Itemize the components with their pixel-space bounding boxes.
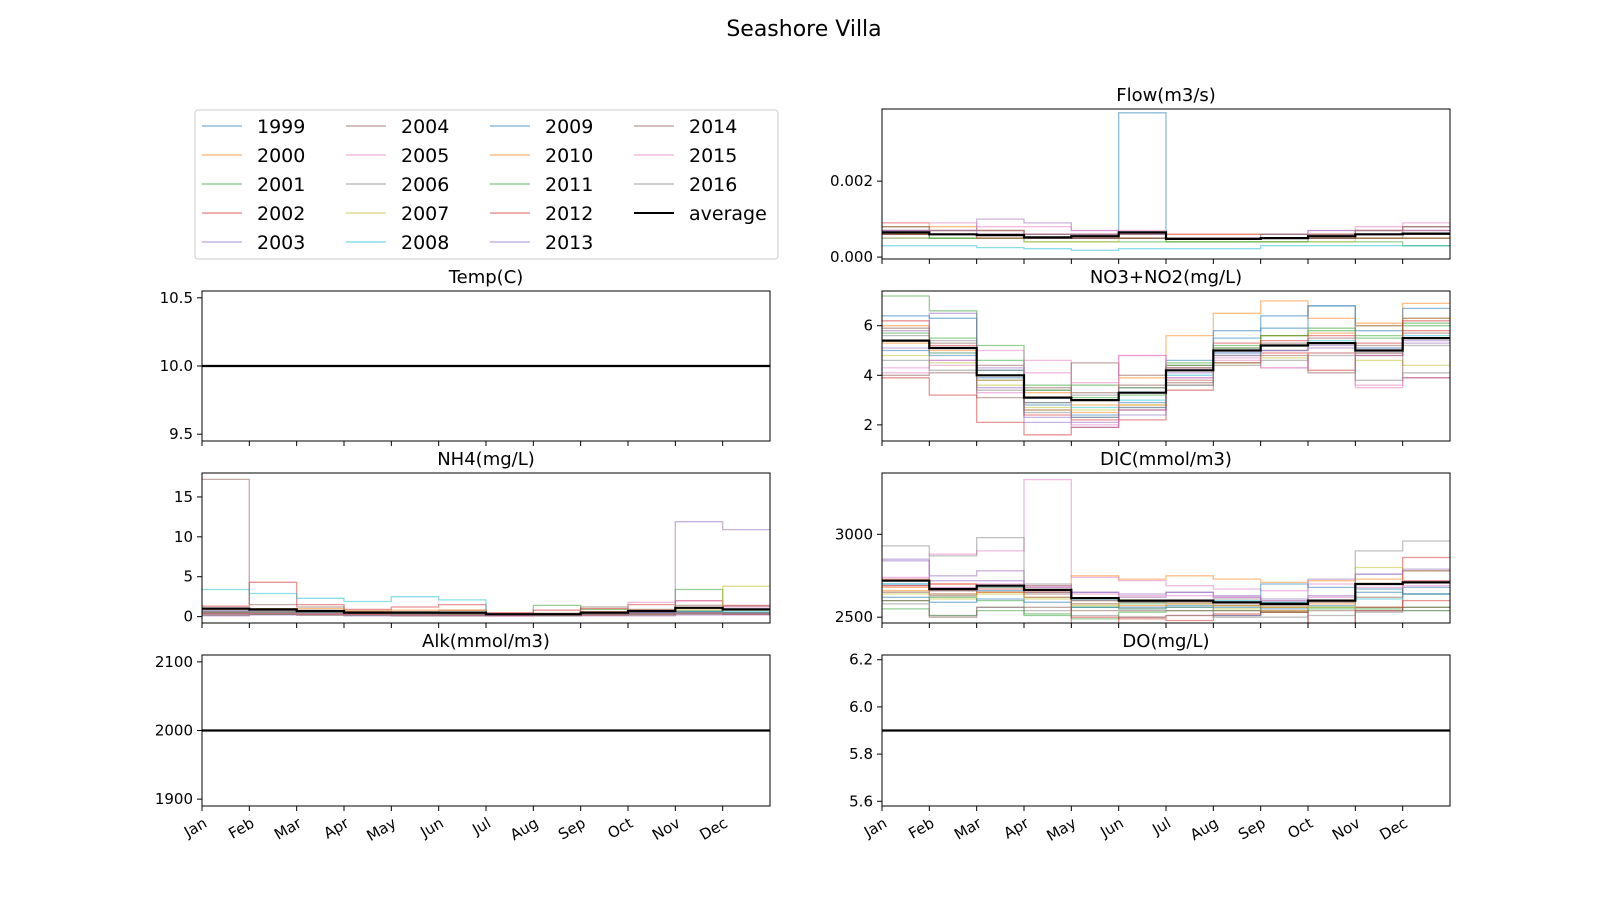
x-tick-label: Aug xyxy=(1187,814,1221,844)
legend-label: 2015 xyxy=(689,145,737,167)
panel-title: NO3+NO2(mg/L) xyxy=(1090,267,1242,288)
y-tick-label: 10 xyxy=(174,528,193,546)
x-tick-label: Aug xyxy=(507,814,541,844)
x-tick-label: May xyxy=(363,814,399,845)
legend-label: 2004 xyxy=(401,116,449,138)
x-tick-label: Jun xyxy=(1097,814,1127,842)
legend-label: 2016 xyxy=(689,174,737,196)
y-tick-label: 10.5 xyxy=(160,289,193,307)
y-tick-label: 2500 xyxy=(835,608,873,626)
panel: Flow(m3/s) 0.000 0.002 xyxy=(830,85,1451,266)
panel-title: DIC(mmol/m3) xyxy=(1100,449,1232,470)
y-tick-label: 0.002 xyxy=(830,172,873,190)
x-tick-label: Apr xyxy=(1001,813,1033,842)
panel-title: Flow(m3/s) xyxy=(1116,85,1216,106)
panel-lines xyxy=(882,112,1450,251)
legend: 1999 2000 2001 2002 2003 2004 2005 2006 2007 2008… xyxy=(194,109,779,260)
x-tick-label: Nov xyxy=(649,814,683,844)
y-tick-label: 15 xyxy=(174,488,193,506)
panel: DO(mg/L) 5.6 5.8 6.0 6.2 Jan Feb Mar Apr May Jun Ju… xyxy=(849,631,1451,845)
legend-label: 2012 xyxy=(545,203,593,225)
panel: DIC(mmol/m3) 2500 3000 xyxy=(835,449,1451,628)
y-tick-label: 2000 xyxy=(155,722,193,740)
x-tick-label: May xyxy=(1043,814,1079,845)
panel-lines xyxy=(882,295,1450,436)
figure-title: Seashore Villa xyxy=(726,17,881,42)
average-series-line xyxy=(202,606,770,616)
y-tick-label: 2 xyxy=(863,416,873,434)
y-tick-label: 2100 xyxy=(155,653,193,671)
panel-title: DO(mg/L) xyxy=(1122,631,1209,652)
y-tick-label: 10.0 xyxy=(160,357,193,375)
x-tick-label: Jul xyxy=(468,814,494,839)
average-series-line xyxy=(882,337,1450,402)
y-tick-label: 0 xyxy=(183,608,193,626)
panel-lines xyxy=(202,478,770,617)
x-tick-label: Feb xyxy=(225,814,257,843)
legend-label: 2000 xyxy=(257,145,305,167)
panel-title: Temp(C) xyxy=(448,267,524,288)
year-series-line xyxy=(882,354,1450,419)
average-series-line xyxy=(882,579,1450,605)
year-series-line xyxy=(882,112,1450,239)
x-tick-label: Sep xyxy=(555,814,588,844)
x-tick-label: Jun xyxy=(417,814,447,842)
x-tick-label: Dec xyxy=(1377,814,1411,844)
legend-frame xyxy=(194,109,779,260)
x-tick-label: Dec xyxy=(697,814,731,844)
legend-label: average xyxy=(689,203,767,225)
legend-label: 2009 xyxy=(545,116,593,138)
x-tick-label: Mar xyxy=(271,813,305,843)
y-tick-label: 5 xyxy=(183,568,193,586)
panel: Alk(mmol/m3) 1900 2000 2100 Jan Feb Mar Apr May J… xyxy=(155,631,771,845)
y-tick-label: 5.6 xyxy=(849,792,873,810)
legend-label: 2001 xyxy=(257,174,305,196)
x-tick-label: Oct xyxy=(605,814,637,843)
panel: NO3+NO2(mg/L) 2 4 6 xyxy=(863,267,1451,446)
year-series-line xyxy=(202,613,770,617)
average-series-line xyxy=(882,231,1450,240)
x-tick-label: Oct xyxy=(1285,814,1317,843)
x-tick-label: Jan xyxy=(860,814,890,842)
panel-title: Alk(mmol/m3) xyxy=(422,631,550,652)
panel: NH4(mg/L) 0 5 10 15 xyxy=(174,449,771,628)
panel-title: NH4(mg/L) xyxy=(437,449,535,470)
y-tick-label: 6 xyxy=(863,317,873,335)
x-tick-label: Apr xyxy=(321,813,353,842)
x-tick-label: Nov xyxy=(1329,814,1363,844)
x-tick-label: Jan xyxy=(180,814,210,842)
year-series-line xyxy=(882,603,1450,618)
legend-label: 2008 xyxy=(401,232,449,254)
legend-label: 2011 xyxy=(545,174,593,196)
panel-lines xyxy=(882,478,1450,623)
y-tick-label: 4 xyxy=(863,366,873,384)
year-series-line xyxy=(882,245,1450,251)
y-tick-label: 6.2 xyxy=(849,651,873,669)
year-series-line xyxy=(882,560,1450,600)
legend-label: 2013 xyxy=(545,232,593,254)
legend-label: 1999 xyxy=(257,116,305,138)
y-tick-label: 0.000 xyxy=(830,248,873,266)
x-tick-label: Jul xyxy=(1148,814,1174,839)
y-tick-label: 6.0 xyxy=(849,698,873,716)
legend-label: 2005 xyxy=(401,145,449,167)
year-series-line xyxy=(882,599,1450,618)
y-tick-label: 9.5 xyxy=(169,425,193,443)
legend-label: 2007 xyxy=(401,203,449,225)
y-tick-label: 3000 xyxy=(835,525,873,543)
y-tick-label: 1900 xyxy=(155,790,193,808)
legend-label: 2014 xyxy=(689,116,737,138)
x-tick-label: Mar xyxy=(951,813,985,843)
legend-label: 2006 xyxy=(401,174,449,196)
legend-label: 2002 xyxy=(257,203,305,225)
x-tick-label: Feb xyxy=(905,814,937,843)
panel: Temp(C) 9.5 10.0 10.5 xyxy=(160,267,771,446)
y-tick-label: 5.8 xyxy=(849,745,873,763)
legend-label: 2003 xyxy=(257,232,305,254)
year-series-line xyxy=(202,478,770,616)
legend-label: 2010 xyxy=(545,145,593,167)
x-tick-label: Sep xyxy=(1235,814,1268,844)
